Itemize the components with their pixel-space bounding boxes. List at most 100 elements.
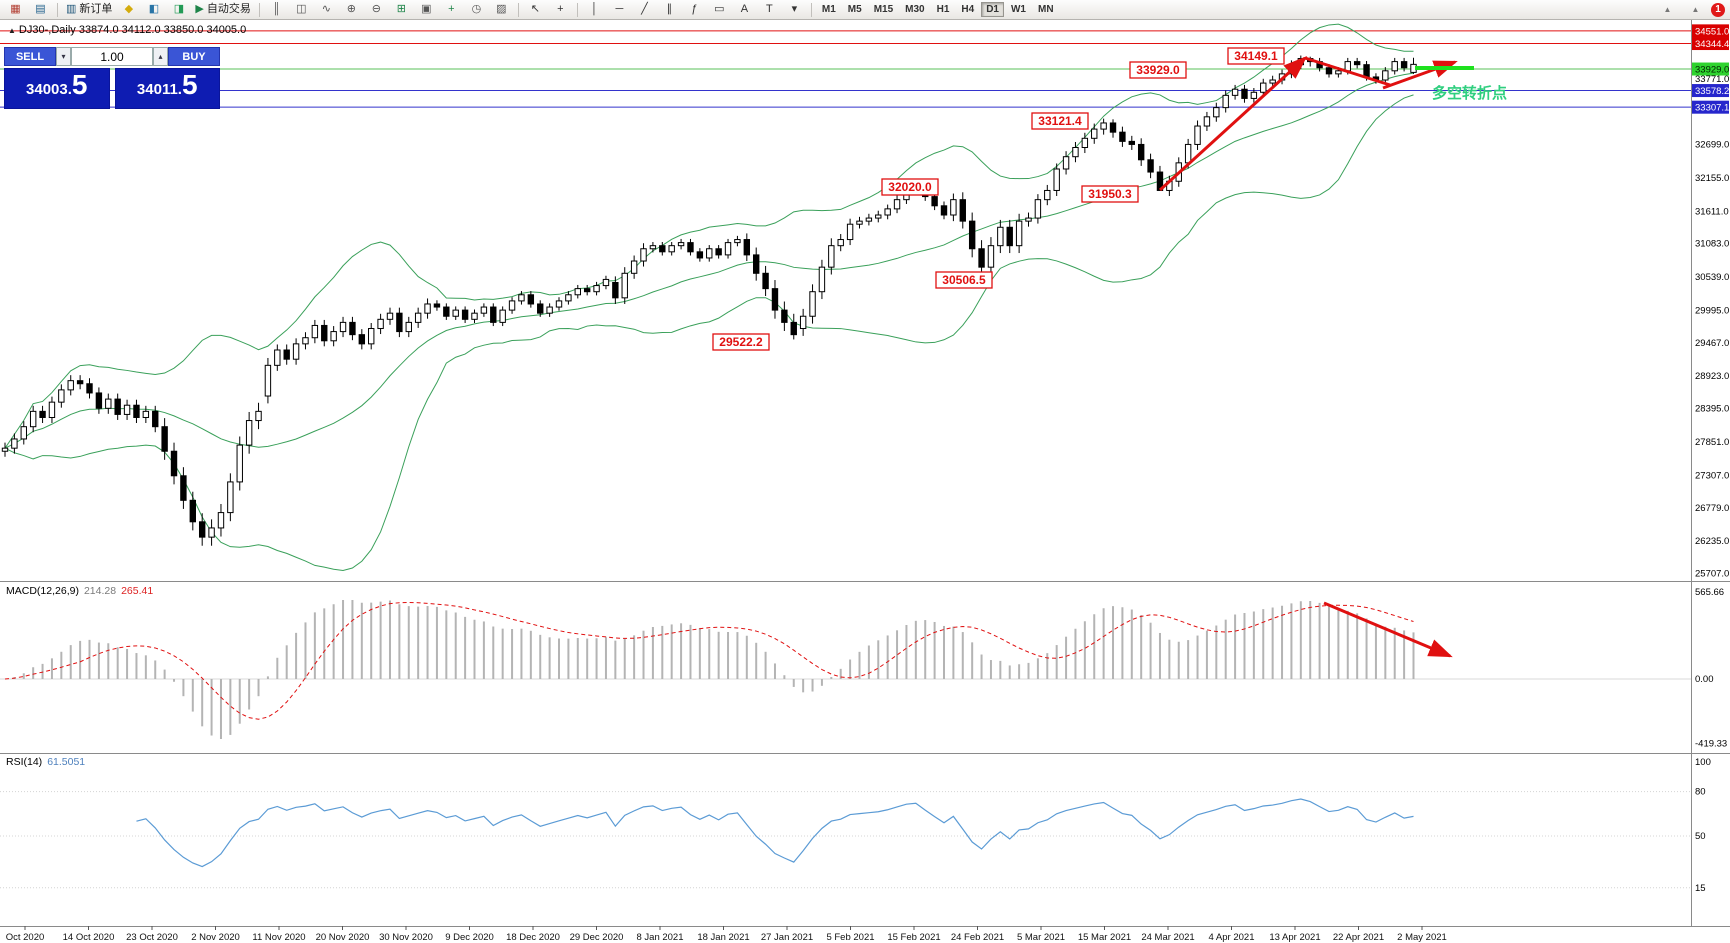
tf-w1-button[interactable]: W1 xyxy=(1010,4,1026,15)
new-order-button[interactable]: ▥ 新订单 xyxy=(63,0,115,19)
tf-h1-button[interactable]: H1 xyxy=(936,4,950,15)
price-flag[interactable]: 32020.0 xyxy=(881,178,939,196)
tf-m1-button[interactable]: M1 xyxy=(821,4,836,15)
candle-body xyxy=(1241,88,1248,99)
crosshair-icon[interactable]: + xyxy=(549,0,572,19)
auto-arrange-icon[interactable]: ▣ xyxy=(415,0,438,19)
rsi-header: RSI(14) 61.5051 xyxy=(6,756,85,768)
tf-mn-button[interactable]: MN xyxy=(1037,4,1054,15)
price-tick-label: 26235.0 xyxy=(1695,536,1729,547)
tile-windows-icon[interactable]: ⊞ xyxy=(390,0,413,19)
candle-body xyxy=(1156,171,1164,191)
time-label: 13 Apr 2021 xyxy=(1269,932,1320,943)
bar-chart-mode-icon[interactable]: ║ xyxy=(265,0,288,19)
candle-body xyxy=(1072,147,1079,158)
new-chart-icon[interactable]: ▦ xyxy=(4,0,27,19)
channel-icon: ∥ xyxy=(666,3,673,15)
candle-body xyxy=(950,199,957,216)
time-label: 24 Feb 2021 xyxy=(951,932,1004,943)
shapes-icon[interactable]: ▭ xyxy=(708,0,731,19)
time-label: 5 Mar 2021 xyxy=(1017,932,1065,943)
candle-body xyxy=(1044,189,1051,201)
time-label: 18 Dec 2020 xyxy=(506,932,560,943)
candle-body xyxy=(508,300,516,311)
periods-icon[interactable]: ◷ xyxy=(465,0,488,19)
text-icon[interactable]: A xyxy=(733,0,756,19)
zoom-out-icon[interactable]: ⊖ xyxy=(365,0,388,19)
tf-d1-button[interactable]: D1 xyxy=(981,2,1004,17)
price-flag[interactable]: 30506.5 xyxy=(935,271,993,289)
price-flag[interactable]: 33121.4 xyxy=(1031,112,1089,130)
candle-body xyxy=(396,312,403,333)
candle-body xyxy=(236,444,243,483)
price-flag[interactable]: 34149.1 xyxy=(1227,47,1285,65)
candle-body xyxy=(227,481,234,514)
tf-m15-button[interactable]: M15 xyxy=(873,4,894,15)
time-label: 30 Nov 2020 xyxy=(379,932,433,943)
price-flag[interactable]: 31950.3 xyxy=(1081,185,1139,203)
sell-button[interactable]: SELL xyxy=(4,47,56,66)
time-label: 29 Dec 2020 xyxy=(570,932,624,943)
candle-body xyxy=(959,199,966,222)
candle-body xyxy=(480,306,488,314)
sell-price-big-digit: 5 xyxy=(71,69,88,100)
market-watch-icon: ◧ xyxy=(148,3,160,15)
arrows-menu-icon[interactable]: ▾ xyxy=(783,0,806,19)
channel-icon[interactable]: ∥ xyxy=(658,0,681,19)
candle-body xyxy=(330,331,337,342)
candlestick-mode-icon[interactable]: ◫ xyxy=(290,0,313,19)
lot-increase-button[interactable]: ▴ xyxy=(153,47,168,66)
tf-h4-button[interactable]: H4 xyxy=(961,4,975,15)
candle-body xyxy=(875,214,882,219)
candle-body xyxy=(499,309,506,323)
horizontal-line-icon[interactable]: ─ xyxy=(608,0,631,19)
line-chart-mode-icon[interactable]: ∿ xyxy=(315,0,338,19)
fibonacci-icon[interactable]: ƒ xyxy=(683,0,706,19)
pullback-line[interactable] xyxy=(1304,56,1391,87)
lot-decrease-button[interactable]: ▾ xyxy=(56,47,71,66)
templates-icon[interactable]: ▨ xyxy=(490,0,513,19)
price-flag[interactable]: 33929.0 xyxy=(1129,61,1187,79)
market-watch-icon[interactable]: ◧ xyxy=(142,0,165,19)
text-label-icon: T xyxy=(766,3,773,15)
vertical-line-icon[interactable]: │ xyxy=(583,0,606,19)
symbol-marker-icon: ▲ xyxy=(8,26,16,35)
scroll-to-end-icon[interactable]: ▲ xyxy=(1663,4,1672,14)
buy-price-box[interactable]: 34011. 5 xyxy=(114,68,220,109)
tf-m5-button[interactable]: M5 xyxy=(847,4,862,15)
indicators-icon[interactable]: + xyxy=(440,0,463,19)
sell-price-box[interactable]: 34003. 5 xyxy=(4,68,110,109)
candle-body xyxy=(1231,88,1239,96)
chart-annotation[interactable]: 多空转折点 xyxy=(1432,84,1507,102)
navigator-icon[interactable]: ◨ xyxy=(167,0,190,19)
chart-profiles-icon[interactable]: ▤ xyxy=(29,0,52,19)
candle-body xyxy=(706,248,713,259)
rsi-line xyxy=(136,798,1414,868)
cursor-icon[interactable]: ↖ xyxy=(524,0,547,19)
candle-body xyxy=(20,426,27,440)
time-label: 5 Feb 2021 xyxy=(826,932,874,943)
price-tick-label: 25707.0 xyxy=(1695,569,1729,580)
text-label-icon[interactable]: T xyxy=(758,0,781,19)
candle-body xyxy=(809,291,816,317)
macd-down-arrow[interactable] xyxy=(1323,601,1453,658)
auto-scroll-icon[interactable]: ▲ xyxy=(1691,4,1700,14)
new-order-button: ▥ xyxy=(66,3,77,15)
metaeditor-icon[interactable]: ◆ xyxy=(117,0,140,19)
candle-body xyxy=(142,410,150,418)
zoom-in-icon[interactable]: ⊕ xyxy=(340,0,363,19)
candle-body xyxy=(527,294,535,305)
candle-body xyxy=(414,312,422,323)
price-flag[interactable]: 29522.2 xyxy=(712,333,770,351)
trendline-icon[interactable]: ╱ xyxy=(633,0,656,19)
chart-title: ▲ DJ30-,Daily 33874.0 34112.0 33850.0 340… xyxy=(8,24,246,36)
autotrading-button[interactable]: ▶ 自动交易 xyxy=(192,0,253,19)
buy-button[interactable]: BUY xyxy=(168,47,220,66)
tf-m30-button[interactable]: M30 xyxy=(905,4,925,15)
lot-size-input[interactable] xyxy=(71,47,153,66)
notification-badge[interactable]: 1 xyxy=(1711,2,1725,17)
rsi-axis-label: 100 xyxy=(1695,757,1711,768)
candle-body xyxy=(1260,82,1267,93)
trend-arrow-up[interactable] xyxy=(1158,55,1308,192)
